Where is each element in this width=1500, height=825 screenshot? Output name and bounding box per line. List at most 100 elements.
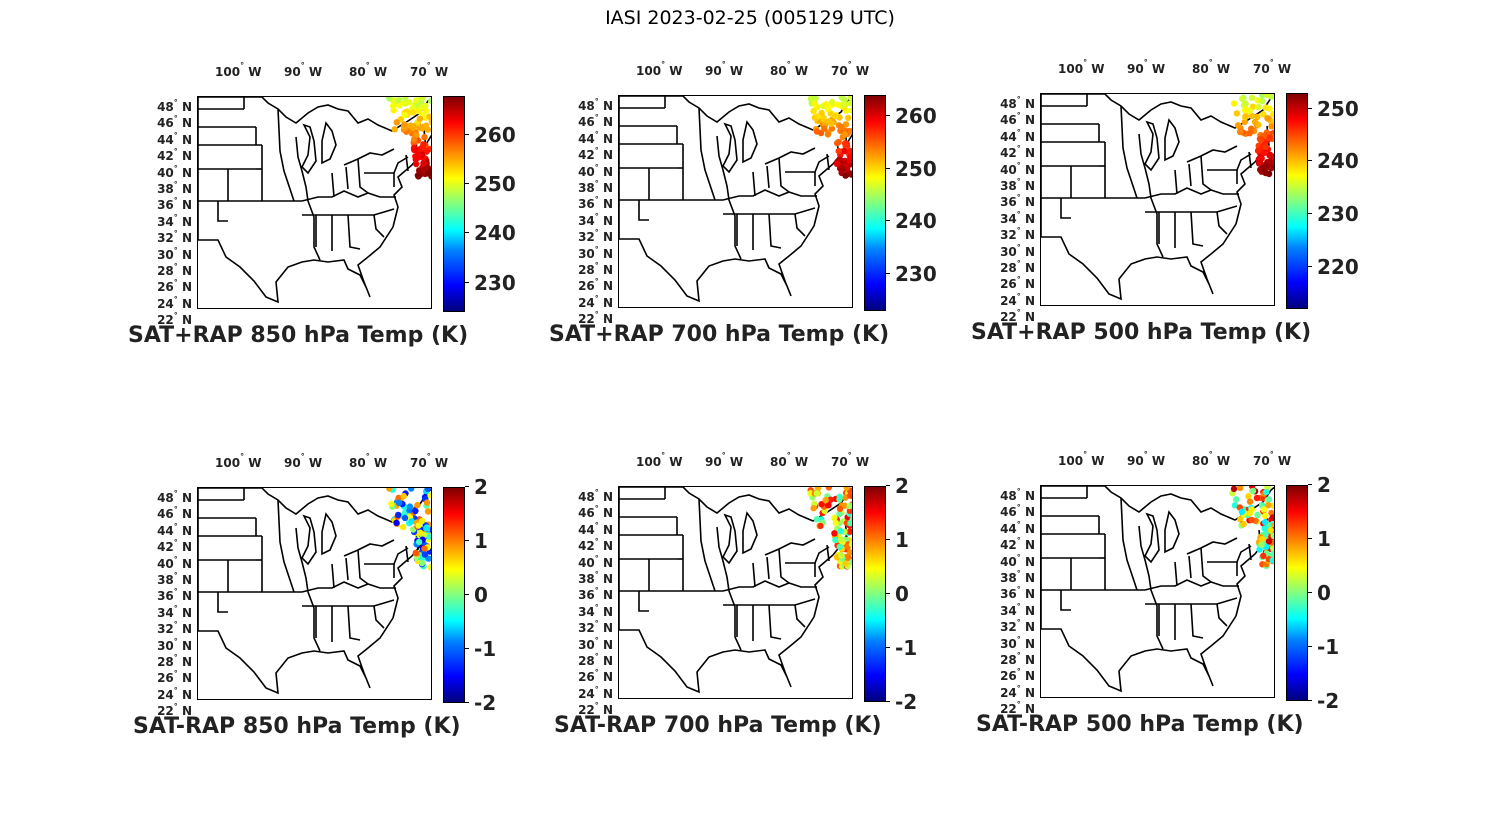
state-boundary [1144,120,1160,172]
latitude-tick-label: 40° N [157,554,192,571]
colorbar [864,95,886,311]
longitude-tick-label: 80° W [1192,58,1231,76]
observation-point [1270,532,1274,539]
longitude-tick-label: 70° W [410,61,449,79]
map-panel-5: 100° W 90° W 80° W 70° W 48° N 46° N 44° N 42° … [549,451,979,745]
colorbar-tick-label: 240 [465,221,516,245]
latitude-tick-label: 36° N [1000,193,1035,210]
latitude-tick-label: 24° N [157,685,192,702]
state-boundary [373,605,385,629]
observation-point [810,505,817,512]
observation-point [1235,122,1242,129]
latitude-tick-label: 32° N [1000,618,1035,635]
latitude-tick-label: 44° N [578,129,613,146]
observation-point [1246,510,1253,517]
state-boundary [321,512,337,556]
observation-point [395,511,402,519]
state-boundary [1200,155,1212,191]
latitude-tick-label: 26° N [578,668,613,685]
latitude-tick-label: 48° N [157,98,192,114]
colorbar-tick-label: -1 [464,637,497,661]
state-boundary [1041,486,1274,521]
observation-point [838,536,845,543]
colorbar-tick-label: -2 [1307,689,1340,713]
latitude-tick-label: 46° N [578,113,613,130]
state-boundary [1145,205,1238,213]
observation-point [1241,118,1248,125]
latitude-tick-label: 22° N [1000,700,1035,717]
observation-point [1268,123,1274,130]
state-boundary [1190,603,1204,639]
colorbar-tick-label: 260 [465,123,516,147]
observation-point [1260,111,1267,118]
observation-point [846,549,852,556]
latitude-tick-label: 36° N [578,586,613,603]
latitude-tick-label: 24° N [1000,291,1035,308]
state-boundaries-map [198,97,431,304]
observation-point [1266,134,1273,141]
state-boundaries-map [619,96,852,303]
observation-point [825,118,833,125]
observation-point [833,160,841,168]
state-boundary [277,499,295,593]
state-boundary [778,157,790,193]
latitude-tick-label: 46° N [1000,503,1035,520]
map-panel-4: 100° W 90° W 80° W 70° W 48° N 46° N 44° N 42° … [128,452,558,746]
colorbar [864,486,886,702]
observation-point [414,501,421,509]
state-boundary [766,165,770,189]
state-boundary [405,545,409,563]
state-boundary [373,214,385,238]
longitude-tick-label: 100° W [1058,58,1105,76]
map-frame [1040,485,1275,698]
state-boundary [1164,118,1180,162]
observation-point [828,98,836,106]
colorbar [1286,485,1308,701]
observation-point [1254,113,1261,121]
latitude-tick-labels: 48° N 46° N 44° N 42° N 40° N 38° N 36° N 34° N… [971,485,1035,715]
state-boundary [347,214,361,250]
observation-point [835,147,842,155]
latitude-tick-label: 22° N [578,701,613,718]
state-boundary [1216,603,1228,627]
observation-point [1233,110,1241,117]
observation-point [1253,494,1261,502]
observation-point [838,96,845,101]
observation-point [427,564,431,571]
state-boundaries-map [198,488,431,695]
colorbar-tick-label: 250 [1308,97,1359,121]
observation-point [415,538,423,546]
latitude-tick-label: 42° N [578,146,613,163]
state-boundary [716,135,742,260]
longitude-tick-label: 70° W [831,451,870,469]
state-boundary [364,156,409,174]
latitude-tick-label: 36° N [1000,585,1035,602]
state-boundary [698,498,716,592]
latitude-tick-label: 24° N [157,294,192,311]
colorbar [1286,93,1308,309]
observation-point [1270,110,1274,118]
observation-point [401,121,408,128]
observation-point [842,121,850,128]
observation-point [394,97,402,104]
observation-point [817,522,824,530]
latitude-tick-label: 40° N [1000,160,1035,177]
longitude-tick-labels: 100° W 90° W 80° W 70° W [618,60,878,84]
state-boundary [1190,211,1204,247]
observation-point [1271,117,1274,124]
observation-point [428,118,431,125]
map-frame [197,96,432,309]
observation-point [832,519,840,527]
longitude-tick-labels: 100° W 90° W 80° W 70° W [1040,58,1300,82]
latitude-tick-label: 34° N [1000,209,1035,226]
map-panel-1: 100° W 90° W 80° W 70° W 48° N 46° N 44° N 42° … [128,61,558,355]
latitude-tick-labels: 48° N 46° N 44° N 42° N 40° N 38° N 36° N 34° N… [971,93,1035,323]
state-boundary [347,605,361,641]
state-boundary [794,604,806,628]
observation-point [846,170,852,177]
map-panel-6: 100° W 90° W 80° W 70° W 48° N 46° N 44° N 42° … [971,450,1401,744]
observation-point [836,510,843,518]
observation-point [417,529,424,536]
latitude-tick-label: 30° N [1000,242,1035,259]
latitude-tick-label: 46° N [157,505,192,522]
